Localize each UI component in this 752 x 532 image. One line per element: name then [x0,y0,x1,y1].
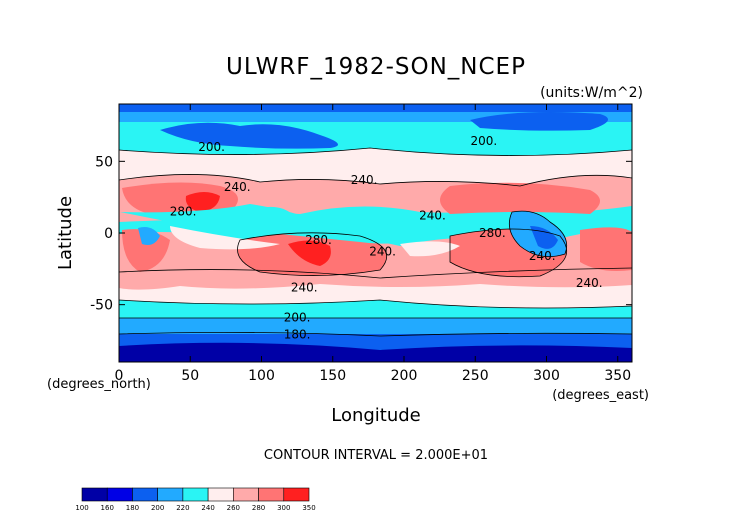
contour-label: 240. [369,245,396,259]
field-band-north-240 [119,148,632,185]
colorbar-swatch [81,487,108,502]
colorbar-swatch [106,487,133,502]
colorbar-level-label: 180 [126,504,139,512]
colorbar-swatch [233,487,259,502]
contour-line-south-260 [119,267,632,279]
field-band-south-160 [119,342,632,362]
field-india-low [260,206,292,221]
contour-label: 240. [529,249,556,263]
colorbar-level-label: 280 [252,504,265,512]
x-tick-label: 0 [115,368,124,384]
colorbar: 100 160 180 200 220 240 260 280 300 350 [75,487,316,512]
x-tick-label: 350 [604,368,631,384]
colorbar-swatch [132,487,158,502]
contour-line-south-180 [119,332,632,337]
contour-label: 200. [470,134,497,148]
y-tick-label: 0 [104,226,113,242]
contour-label: 180. [284,328,311,342]
contour-interval-text: CONTOUR INTERVAL = 2.000E+01 [264,448,488,463]
y-tick-label: 50 [95,154,113,170]
y-unit-label: (degrees_north) [47,377,151,392]
contour-line-north-260 [119,174,632,187]
contour-label: 240. [291,280,318,294]
contour-label: 280. [479,226,506,240]
colorbar-level-label: 350 [302,504,315,512]
contour-label: 240. [576,276,603,290]
colorbar-level-label: 200 [151,504,164,512]
x-tick-label: 50 [181,368,199,384]
field-tropics-gap-2 [400,241,460,257]
contour-label: 240. [224,180,251,194]
colorbar-level-label: 220 [176,504,189,512]
field-south-america-280 [122,229,170,272]
contour-labels: 200. 200. 240. 240. 280. 240. 280. 280. 240. 240.… [170,134,603,342]
x-tick-label: 300 [533,368,560,384]
field-itcz-band [120,204,440,244]
contour-line-pacific-280 [449,228,568,278]
contour-label: 280. [170,204,197,218]
x-tick-label: 200 [391,368,418,384]
contour-line-warm-pool [508,210,568,258]
colorbar-level-label: 260 [227,504,240,512]
units-label: (units:W/m^2) [540,85,643,101]
colorbar-swatch [157,487,184,502]
field-peak-australia [288,240,331,266]
field-north-low-1 [160,122,338,149]
contour-line-north-220 [119,147,632,156]
contour-line-australia-280 [237,232,387,276]
y-tick-label: -50 [90,298,113,314]
contour-line-south-220 [119,299,632,309]
x-axis-label: Longitude [331,405,421,426]
x-tick-label: 100 [248,368,275,384]
x-unit-label: (degrees_east) [552,388,649,403]
colorbar-swatch [258,487,285,502]
contour-label: 200. [284,310,311,324]
colorbar-level-label: 300 [277,504,290,512]
field-north-pacific-280 [440,182,600,214]
contour-label: 280. [305,233,332,247]
field-warm-pool-core [530,226,558,249]
field-tropics-gap-1 [170,226,280,250]
contour-label: 240. [419,209,446,223]
chart-title: ULWRF_1982-SON_NCEP [226,54,526,80]
field-amazon-low [138,227,160,245]
plot-field [119,104,632,362]
y-axis-label: Latitude [55,196,76,270]
field-north-low-2 [470,112,608,131]
x-tick-label: 250 [462,368,489,384]
field-south-atlantic-280 [580,227,632,271]
colorbar-level-label: 100 [75,504,88,512]
field-band-north-edge [119,104,632,112]
field-peak-sahara [185,192,220,212]
colorbar-swatch [283,487,310,502]
contour-label: 240. [351,173,378,187]
contour-label: 200. [198,140,225,154]
colorbar-swatch [207,487,234,502]
colorbar-level-label: 240 [201,504,214,512]
x-tick-label: 150 [319,368,346,384]
axes: 0 50 100 150 200 250 300 350 50 0 -50 [90,104,632,384]
colorbar-swatch [182,487,209,502]
colorbar-level-label: 160 [101,504,114,512]
